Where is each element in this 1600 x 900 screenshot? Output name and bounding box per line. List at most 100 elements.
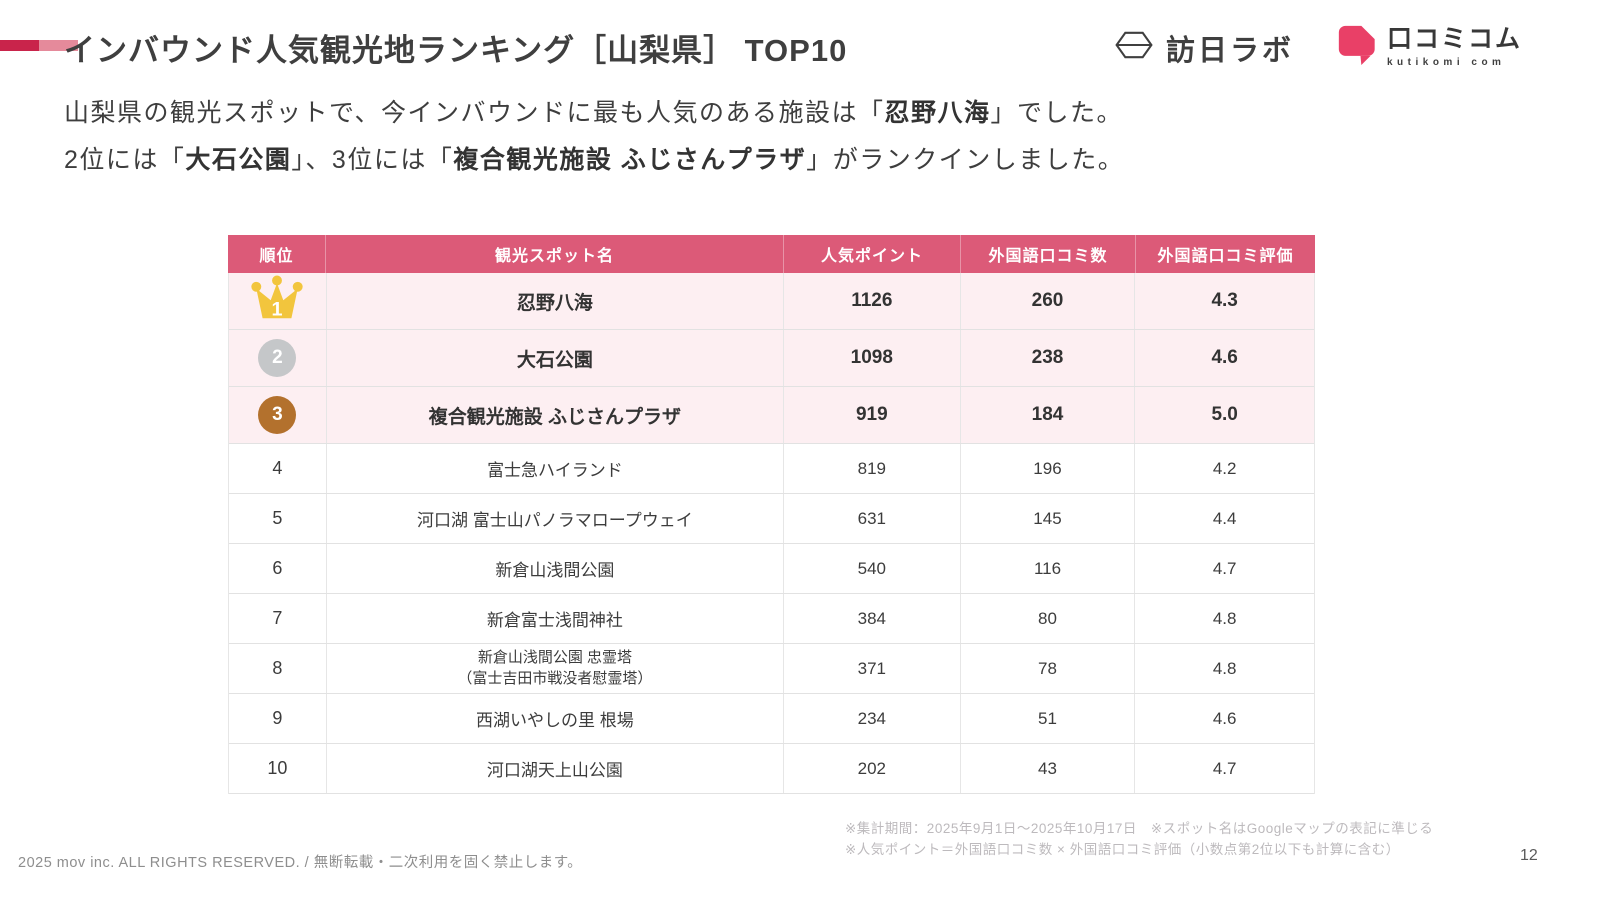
logo-group: 訪日ラボ 口コミコム kutikomi com [1114, 24, 1522, 71]
spot-name-cell: 大石公園 [325, 330, 783, 386]
rating-cell: 4.8 [1134, 644, 1314, 693]
points-cell: 631 [782, 494, 960, 543]
rating-cell: 4.2 [1134, 444, 1314, 493]
honichi-lab-logo: 訪日ラボ [1114, 27, 1294, 69]
rank-number: 10 [267, 758, 288, 778]
title-dash-decoration [0, 40, 78, 51]
points-cell: 819 [782, 444, 960, 493]
rank-number: 7 [272, 608, 283, 628]
points-cell: 1098 [782, 330, 960, 386]
rank-cell: 8 [229, 644, 326, 693]
rating-cell: 4.6 [1134, 330, 1314, 386]
intro-line-2: 2位には「大石公園」、3位には「複合観光施設 ふじさんプラザ」がランクインしまし… [64, 137, 1124, 184]
table-row: 2 大石公園 1098 238 4.6 [229, 330, 1314, 387]
hexagon-icon [1114, 30, 1154, 65]
rank-number: 6 [272, 558, 283, 578]
points-cell: 202 [782, 744, 960, 793]
rank-cell: 1 [229, 273, 326, 329]
spot-name-cell: 河口湖 富士山パノラマロープウェイ [325, 494, 783, 543]
intro-line1-tail: 」でした。 [990, 99, 1124, 127]
table-row: 10 河口湖天上山公園 202 43 4.7 [229, 744, 1314, 794]
rating-cell: 4.3 [1134, 273, 1314, 329]
rank-number: 9 [272, 708, 283, 728]
reviews-cell: 260 [959, 273, 1135, 329]
kutikomi-logo-text: 口コミコム kutikomi com [1386, 25, 1522, 69]
reviews-cell: 43 [959, 744, 1135, 793]
table-row: 7 新倉富士浅間神社 384 80 4.8 [229, 594, 1314, 644]
dash-dark-segment [0, 40, 39, 51]
spot-name-cell: 忍野八海 [325, 273, 783, 329]
silver-medal-badge: 2 [258, 339, 297, 377]
rank-cell: 5 [229, 494, 326, 543]
column-header-spot: 観光スポット名 [325, 235, 783, 273]
rating-cell: 4.6 [1134, 694, 1314, 743]
intro-line1-highlight: 忍野八海 [884, 99, 991, 127]
rating-cell: 4.4 [1134, 494, 1314, 543]
table-header-row: 順位 観光スポット名 人気ポイント 外国語口コミ数 外国語口コミ評価 [228, 235, 1315, 273]
rating-cell: 4.7 [1134, 544, 1314, 593]
rank-number: 8 [272, 658, 283, 678]
column-header-points: 人気ポイント [783, 235, 960, 273]
bronze-medal-badge: 3 [258, 396, 297, 434]
speech-bubble-icon [1338, 24, 1378, 71]
points-cell: 384 [782, 594, 960, 643]
column-header-rating: 外国語口コミ評価 [1135, 235, 1315, 273]
copyright-text: 2025 mov inc. ALL RIGHTS RESERVED. / 無断転… [18, 855, 583, 871]
intro-paragraph: 山梨県の観光スポットで、今インバウンドに最も人気のある施設は「忍野八海」でした。… [64, 90, 1124, 184]
table-row: 4 富士急ハイランド 819 196 4.2 [229, 444, 1314, 494]
intro-line2-mid: 」、3位には「 [291, 146, 454, 174]
rank-cell: 10 [229, 744, 326, 793]
rank-cell: 3 [229, 387, 326, 443]
intro-line2-highlight-2: 複合観光施設 ふじさんプラザ [453, 146, 807, 174]
column-header-reviews: 外国語口コミ数 [960, 235, 1135, 273]
kutikomi-logo-subtitle: kutikomi com [1386, 57, 1506, 68]
page-number: 12 [1520, 847, 1538, 864]
intro-line-1: 山梨県の観光スポットで、今インバウンドに最も人気のある施設は「忍野八海」でした。 [64, 90, 1124, 137]
table-row: 1 忍野八海 1126 260 4.3 [229, 273, 1314, 330]
spot-name-cell: 西湖いやしの里 根場 [325, 694, 783, 743]
intro-line2-text: 2位には「 [64, 146, 186, 174]
rank-cell: 6 [229, 544, 326, 593]
spot-name-cell: 新倉山浅間公園 [325, 544, 783, 593]
kutikomi-com-logo: 口コミコム kutikomi com [1338, 24, 1522, 71]
spot-name-line1: 新倉山浅間公園 忠霊塔 [477, 649, 632, 667]
intro-line2-tail: 」がランクインしました。 [806, 146, 1125, 174]
table-row: 8 新倉山浅間公園 忠霊塔 （富士吉田市戦没者慰霊塔） 371 78 4.8 [229, 644, 1314, 694]
rank-cell: 9 [229, 694, 326, 743]
reviews-cell: 78 [959, 644, 1135, 693]
rank-number: 1 [272, 299, 283, 321]
kutikomi-logo-title: 口コミコム [1386, 25, 1522, 53]
table-body: 1 忍野八海 1126 260 4.3 2 大石公園 1098 238 4.6 [228, 273, 1315, 794]
rank-number: 4 [272, 458, 283, 478]
reviews-cell: 145 [959, 494, 1135, 543]
reviews-cell: 196 [959, 444, 1135, 493]
rating-cell: 4.8 [1134, 594, 1314, 643]
spot-name-line2: （富士吉田市戦没者慰霊塔） [457, 669, 653, 687]
rating-cell: 4.7 [1134, 744, 1314, 793]
rank-cell: 2 [229, 330, 326, 386]
gold-crown-icon: 1 [250, 275, 304, 327]
rank-cell: 7 [229, 594, 326, 643]
spot-name-cell: 富士急ハイランド [325, 444, 783, 493]
points-cell: 919 [782, 387, 960, 443]
honichi-lab-logo-text: 訪日ラボ [1165, 34, 1294, 67]
reviews-cell: 80 [959, 594, 1135, 643]
dash-light-segment [39, 40, 78, 51]
spot-name-cell: 新倉富士浅間神社 [325, 594, 783, 643]
reviews-cell: 116 [959, 544, 1135, 593]
spot-name-cell: 複合観光施設 ふじさんプラザ [325, 387, 783, 443]
spot-name-two-lines: 新倉山浅間公園 忠霊塔 （富士吉田市戦没者慰霊塔） [457, 648, 652, 689]
spot-name-cell: 河口湖天上山公園 [325, 744, 783, 793]
page-title: インバウンド人気観光地ランキング［山梨県］ TOP10 [64, 33, 848, 68]
table-row: 9 西湖いやしの里 根場 234 51 4.6 [229, 694, 1314, 744]
ranking-table: 順位 観光スポット名 人気ポイント 外国語口コミ数 外国語口コミ評価 1 [228, 235, 1315, 794]
reviews-cell: 184 [959, 387, 1135, 443]
footnote-line-1: ※集計期間：2025年9月1日〜2025年10月17日 ※スポット名はGoogl… [845, 821, 1434, 836]
rank-cell: 4 [229, 444, 326, 493]
points-cell: 234 [782, 694, 960, 743]
points-cell: 371 [782, 644, 960, 693]
points-cell: 540 [782, 544, 960, 593]
table-row: 3 複合観光施設 ふじさんプラザ 919 184 5.0 [229, 387, 1314, 444]
reviews-cell: 51 [959, 694, 1135, 743]
